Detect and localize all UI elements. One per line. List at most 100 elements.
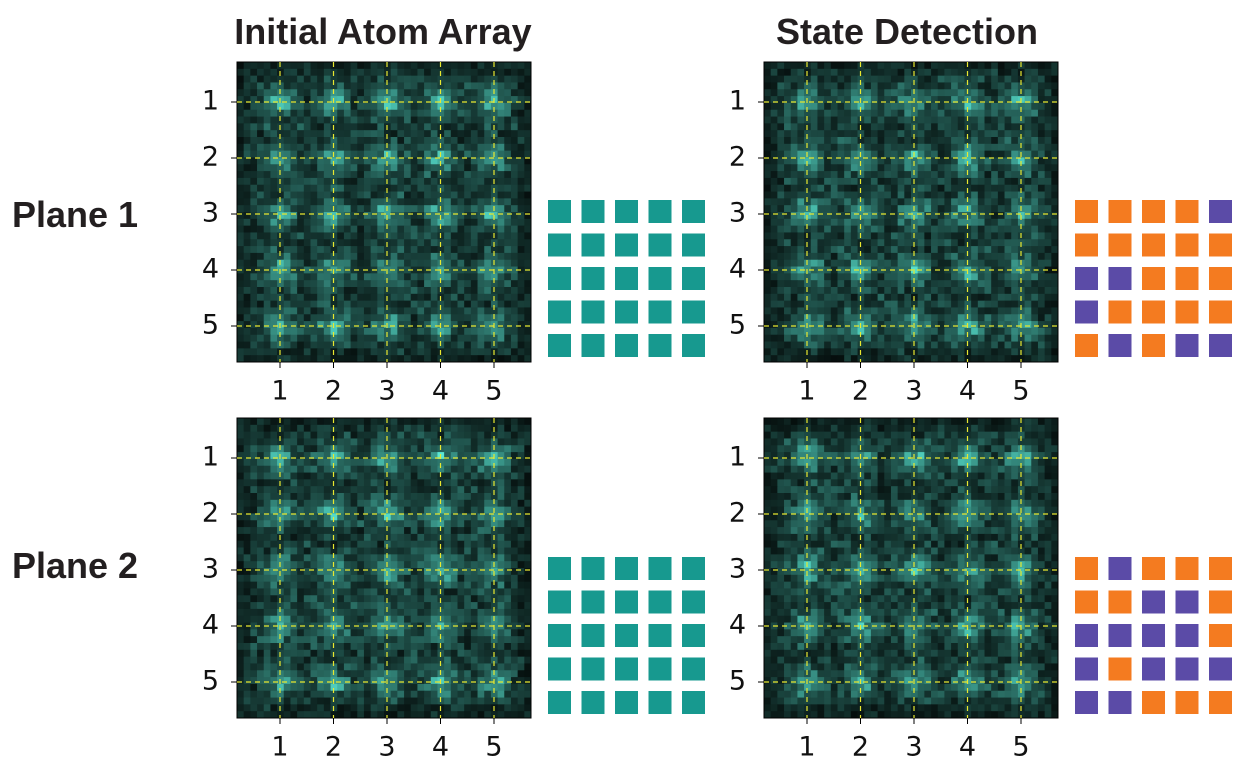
pixel [884, 164, 892, 172]
pixel [404, 424, 412, 433]
pixel [904, 62, 912, 70]
pixel [343, 82, 351, 90]
pixel [424, 438, 432, 446]
pixel [343, 137, 351, 145]
pixel [777, 259, 785, 267]
pixel [464, 314, 472, 322]
pixel [270, 130, 278, 138]
pixel [937, 68, 945, 77]
pixel [944, 184, 952, 192]
pixel [504, 62, 512, 70]
pixel [790, 321, 798, 329]
pixel [790, 68, 798, 77]
pixel [263, 150, 271, 158]
pixel [350, 252, 358, 261]
pixel [370, 171, 378, 179]
pixel [837, 191, 845, 199]
pixel [510, 184, 519, 192]
pixel [917, 62, 925, 70]
pixel [297, 307, 305, 315]
pixel [377, 327, 385, 336]
pixel [984, 212, 992, 220]
column-title: Initial Atom Array [234, 11, 531, 52]
pixel [424, 157, 432, 165]
pixel [890, 307, 899, 315]
pixel [350, 452, 358, 460]
pixel [257, 486, 265, 494]
pixel [911, 327, 919, 336]
pixel [444, 225, 452, 233]
pixel [504, 89, 512, 97]
pixel [263, 177, 271, 186]
pixel [890, 293, 899, 302]
pixel [504, 533, 512, 542]
pixel [410, 116, 418, 124]
pixel [830, 273, 838, 281]
pixel [931, 232, 939, 240]
pixel [363, 89, 372, 97]
pixel [444, 554, 452, 562]
pixel [310, 89, 318, 97]
pixel [323, 547, 331, 555]
pixel [464, 479, 472, 487]
pixel [837, 355, 845, 363]
pixel [837, 130, 845, 138]
pixel [390, 68, 398, 77]
pixel [417, 452, 425, 460]
pixel [897, 300, 905, 308]
pixel [917, 273, 925, 281]
pixel [517, 218, 525, 227]
pixel [1004, 259, 1012, 267]
pixel [243, 445, 251, 453]
pixel [303, 62, 311, 70]
pixel [1037, 252, 1046, 261]
pixel [864, 109, 872, 117]
pixel [477, 287, 485, 295]
pixel [404, 506, 412, 514]
pixel [417, 355, 425, 363]
pixel [784, 293, 792, 302]
pixel [350, 540, 358, 548]
pixel [510, 116, 519, 124]
pixel [297, 506, 305, 514]
pixel [397, 341, 405, 349]
pixel [424, 246, 432, 254]
pixel [457, 472, 465, 480]
pixel [430, 445, 438, 453]
pixel [984, 266, 992, 274]
pixel [357, 348, 365, 356]
pixel [437, 102, 445, 111]
pixel [497, 96, 505, 104]
pixel [904, 266, 912, 274]
pixel [430, 225, 438, 233]
pixel [464, 424, 472, 433]
pixel [323, 130, 331, 138]
pixel [484, 568, 492, 576]
pixel [277, 527, 285, 535]
pixel [917, 280, 925, 288]
pixel [524, 341, 532, 349]
pixel [317, 280, 325, 288]
pixel [377, 82, 385, 90]
pixel [450, 348, 458, 356]
column-title: State Detection [776, 11, 1038, 52]
pixel [1031, 259, 1039, 267]
pixel [971, 273, 979, 281]
pixel [263, 96, 271, 104]
pixel [931, 355, 939, 363]
pixel [430, 499, 438, 508]
pixel [497, 150, 505, 158]
pixel [323, 533, 331, 542]
pixel [290, 513, 298, 521]
pixel [370, 123, 378, 131]
pixel [877, 321, 885, 329]
pixel [243, 561, 251, 569]
pixel [1044, 75, 1052, 83]
pixel [517, 424, 525, 433]
pixel [497, 123, 505, 131]
pixel [957, 150, 965, 158]
pixel [384, 300, 392, 308]
pixel [457, 431, 465, 439]
pixel [263, 293, 271, 302]
pixel [924, 212, 932, 220]
